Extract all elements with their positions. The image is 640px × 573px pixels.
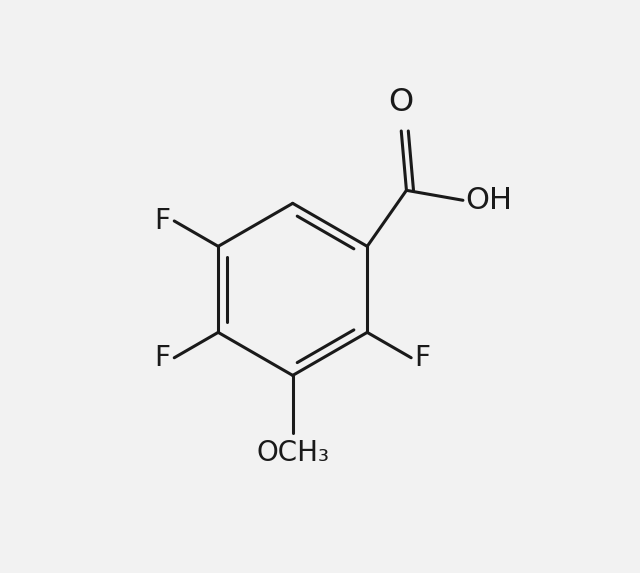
Text: OH: OH (465, 186, 512, 215)
Text: F: F (415, 344, 431, 372)
Text: F: F (155, 344, 171, 372)
Text: OCH₃: OCH₃ (256, 439, 329, 468)
Text: O: O (388, 87, 414, 118)
Text: F: F (155, 207, 171, 235)
